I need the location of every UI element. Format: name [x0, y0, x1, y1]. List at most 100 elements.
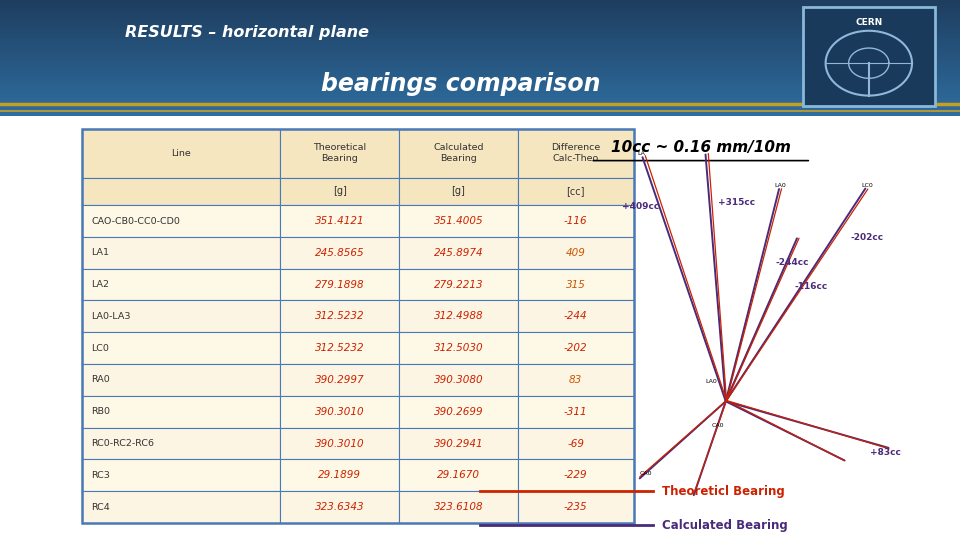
- Bar: [0, 76, 960, 77]
- Bar: [280, 269, 399, 300]
- Text: -116cc: -116cc: [795, 282, 828, 291]
- Bar: [82, 428, 280, 460]
- Text: LA0: LA0: [705, 379, 717, 384]
- Text: 312.5232: 312.5232: [315, 312, 365, 321]
- Text: 279.2213: 279.2213: [434, 280, 483, 289]
- Text: 390.2699: 390.2699: [434, 407, 483, 417]
- Text: 315: 315: [565, 280, 586, 289]
- Text: +409cc: +409cc: [622, 201, 660, 211]
- Bar: [399, 364, 517, 396]
- Bar: [0, 42, 960, 44]
- Bar: [82, 300, 280, 332]
- Bar: [82, 491, 280, 523]
- Text: -235: -235: [564, 502, 588, 512]
- Text: 390.2997: 390.2997: [315, 375, 365, 385]
- Bar: [517, 178, 634, 205]
- Bar: [399, 205, 517, 237]
- Text: 10cc ~ 0.16 mm/10m: 10cc ~ 0.16 mm/10m: [611, 140, 791, 156]
- Text: 279.1898: 279.1898: [315, 280, 365, 289]
- Bar: [0, 68, 960, 70]
- Bar: [517, 396, 634, 428]
- Text: RC0-RC2-RC6: RC0-RC2-RC6: [91, 439, 155, 448]
- Bar: [280, 396, 399, 428]
- Bar: [280, 332, 399, 364]
- Text: 351.4121: 351.4121: [315, 216, 365, 226]
- Text: LC0: LC0: [91, 343, 109, 353]
- Bar: [0, 25, 960, 26]
- Text: Theoretical
Bearing: Theoretical Bearing: [313, 144, 366, 163]
- Bar: [0, 107, 960, 109]
- Text: Line: Line: [171, 148, 191, 158]
- Text: 312.5232: 312.5232: [315, 343, 365, 353]
- Bar: [0, 110, 960, 112]
- Bar: [0, 106, 960, 107]
- Bar: [0, 72, 960, 74]
- Bar: [0, 46, 960, 48]
- Bar: [0, 80, 960, 81]
- Text: RC4: RC4: [91, 503, 110, 511]
- Bar: [399, 237, 517, 269]
- Text: LA: LA: [637, 151, 645, 156]
- Text: -229: -229: [564, 470, 588, 481]
- Bar: [0, 36, 960, 38]
- Bar: [0, 113, 960, 114]
- Bar: [82, 460, 280, 491]
- Bar: [0, 89, 960, 90]
- Text: Calculated Bearing: Calculated Bearing: [662, 518, 788, 532]
- Bar: [0, 104, 960, 106]
- Text: CAO-CB0-CC0-CD0: CAO-CB0-CC0-CD0: [91, 217, 180, 226]
- Bar: [0, 4, 960, 6]
- Bar: [0, 11, 960, 13]
- Text: bearings comparison: bearings comparison: [321, 72, 601, 96]
- Bar: [0, 96, 960, 97]
- Bar: [0, 26, 960, 28]
- Bar: [82, 129, 634, 523]
- Bar: [0, 97, 960, 99]
- Text: CA0: CA0: [712, 423, 725, 428]
- Bar: [0, 44, 960, 45]
- Bar: [517, 460, 634, 491]
- Bar: [0, 94, 960, 96]
- Bar: [399, 129, 517, 178]
- Text: RA0: RA0: [91, 375, 110, 384]
- Text: 390.3010: 390.3010: [315, 438, 365, 449]
- Bar: [0, 53, 960, 55]
- Text: 29.1670: 29.1670: [437, 470, 480, 481]
- Bar: [0, 35, 960, 36]
- Bar: [0, 15, 960, 16]
- Bar: [399, 269, 517, 300]
- Bar: [82, 178, 280, 205]
- Bar: [0, 30, 960, 32]
- Text: 351.4005: 351.4005: [434, 216, 483, 226]
- Text: 323.6108: 323.6108: [434, 502, 483, 512]
- Text: [g]: [g]: [451, 186, 466, 197]
- Bar: [0, 51, 960, 52]
- Bar: [0, 21, 960, 22]
- Bar: [0, 87, 960, 89]
- Text: RB0: RB0: [91, 407, 110, 416]
- Bar: [280, 237, 399, 269]
- Text: -311: -311: [564, 407, 588, 417]
- Text: LA0-LA3: LA0-LA3: [91, 312, 131, 321]
- Bar: [280, 205, 399, 237]
- Bar: [0, 29, 960, 30]
- Bar: [0, 3, 960, 4]
- Bar: [0, 93, 960, 94]
- Bar: [0, 84, 960, 86]
- Bar: [0, 86, 960, 87]
- Bar: [280, 460, 399, 491]
- Bar: [0, 9, 960, 10]
- Bar: [280, 129, 399, 178]
- Text: -69: -69: [567, 438, 584, 449]
- Bar: [0, 67, 960, 68]
- Bar: [517, 332, 634, 364]
- Bar: [0, 55, 960, 57]
- Bar: [0, 64, 960, 65]
- Bar: [399, 460, 517, 491]
- Bar: [399, 428, 517, 460]
- Bar: [82, 205, 280, 237]
- Bar: [399, 491, 517, 523]
- Bar: [0, 39, 960, 40]
- Text: +83cc: +83cc: [870, 448, 901, 457]
- Text: 390.3080: 390.3080: [434, 375, 483, 385]
